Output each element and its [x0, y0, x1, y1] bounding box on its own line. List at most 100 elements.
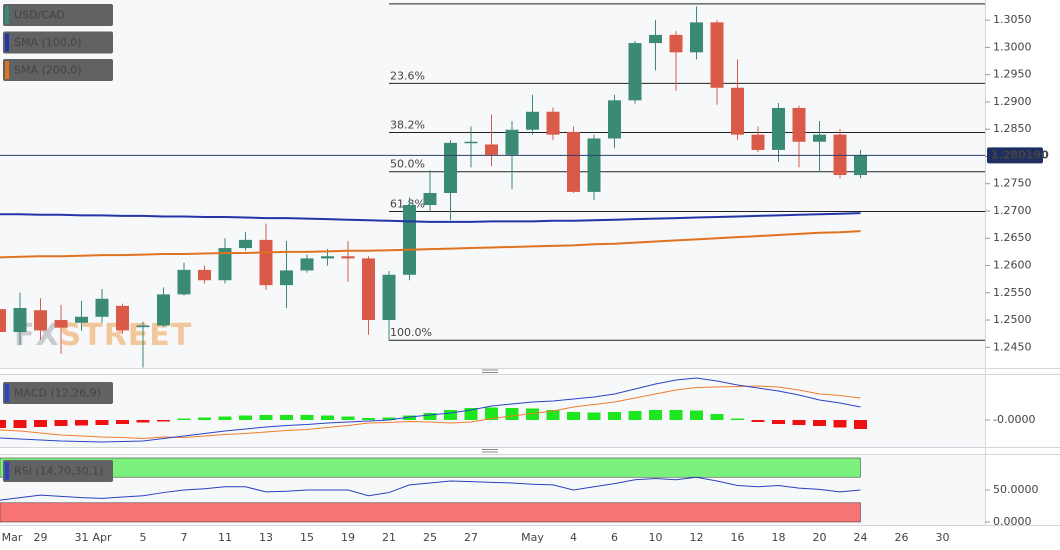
x-tick-label: 5: [140, 531, 147, 544]
candle-body: [34, 310, 47, 331]
candle-body: [300, 258, 314, 271]
macd-line: [0, 377, 861, 443]
x-tick-label: 11: [218, 531, 232, 544]
fib-label: 23.6%: [390, 69, 425, 82]
legend-swatch: [5, 61, 9, 79]
candle-body: [690, 22, 703, 53]
histogram-bar: [587, 412, 601, 420]
candle-body: [218, 248, 232, 281]
main-panel: [0, 0, 985, 368]
legend-label: SMA (100,0): [14, 36, 82, 49]
candle-body: [833, 134, 847, 176]
y-tick-label: 1.2650: [993, 231, 1032, 244]
x-tick-label: 31: [75, 531, 89, 544]
y-tick-label: 1.2500: [993, 313, 1032, 326]
histogram-bar: [444, 410, 457, 420]
histogram-bar: [300, 415, 314, 420]
legend-label: MACD (12,26,9): [14, 387, 101, 400]
candle-body: [157, 294, 170, 326]
x-tick-label: 18: [772, 531, 786, 544]
candle-body: [259, 239, 273, 286]
histogram-bar: [280, 415, 293, 420]
candle-body: [362, 258, 375, 321]
legend-swatch: [5, 384, 9, 402]
histogram-bar: [218, 416, 232, 420]
histogram-bar: [54, 420, 68, 426]
histogram-bar: [177, 418, 191, 420]
rsi-plot: [0, 457, 861, 523]
candle-body: [177, 269, 191, 295]
resize-grip[interactable]: [482, 369, 498, 373]
histogram-bar: [813, 420, 826, 426]
histogram-bar: [136, 420, 150, 423]
candle-body: [772, 107, 785, 150]
candle-body: [423, 192, 437, 205]
histogram-bar: [731, 418, 744, 420]
y-tick-label: 1.2600: [993, 259, 1032, 272]
histogram-bar: [710, 414, 724, 420]
histogram-bar: [321, 415, 334, 420]
candle-body: [628, 43, 642, 101]
x-tick-label: 4: [570, 531, 577, 544]
macd-plot: [0, 377, 867, 443]
candle-body: [854, 155, 867, 176]
candle-body: [485, 144, 498, 155]
y-tick-label: 1.3050: [993, 13, 1032, 26]
candle-body: [13, 308, 27, 333]
legend: USD/CAD SMA (100,0) SMA (200,0) MACD (12,26…: [3, 4, 113, 482]
y-tick-label: 0.0000: [993, 515, 1032, 528]
resize-grip[interactable]: [482, 449, 498, 453]
x-tick-label: 6: [611, 531, 618, 544]
y-tick-label: 1.2450: [993, 340, 1032, 353]
legend-box: [3, 4, 113, 26]
legend-label: RSI (14,70,30,1): [14, 465, 103, 478]
x-tick-label: 15: [300, 531, 314, 544]
last-price-label: 1.280190: [991, 148, 1049, 161]
candle-body: [608, 100, 621, 139]
histogram-bar: [239, 415, 252, 420]
histogram-bar: [854, 420, 867, 429]
rsi-band: [0, 502, 861, 523]
legend-swatch: [5, 33, 9, 52]
y-tick-label: 1.2550: [993, 286, 1032, 299]
fib-label: 0.0%: [390, 0, 418, 3]
candle-body: [526, 111, 539, 130]
histogram-bar: [669, 410, 683, 420]
candle-body: [649, 34, 662, 44]
candle-body: [464, 141, 478, 144]
fib-label: 100.0%: [390, 326, 432, 339]
x-tick-label: 19: [341, 531, 355, 544]
histogram-bar: [13, 420, 27, 428]
candle-body: [0, 309, 6, 333]
candle-body: [75, 316, 88, 323]
histogram-bar: [0, 420, 6, 428]
candle-body: [198, 269, 211, 281]
candle-body: [792, 107, 806, 142]
y-tick-label: 50.0000: [993, 483, 1039, 496]
histogram-bar: [649, 410, 662, 420]
candle-body: [116, 305, 129, 331]
histogram-bar: [95, 420, 109, 425]
candle-body: [669, 34, 683, 53]
candle-body: [321, 256, 334, 259]
y-tick-label: 1.3000: [993, 40, 1032, 53]
candle-body: [239, 239, 252, 249]
x-tick-label: 7: [181, 531, 188, 544]
x-tick-label: Apr: [92, 531, 112, 544]
histogram-bar: [198, 417, 211, 420]
sma-line: [0, 212, 861, 223]
x-tick-label: 29: [34, 531, 48, 544]
candle-body: [341, 256, 355, 259]
last-price-badge: [987, 147, 1043, 164]
x-tick-label: 30: [936, 531, 950, 544]
x-tick-label: 20: [813, 531, 827, 544]
histogram-bar: [464, 408, 478, 420]
histogram-bar: [567, 412, 580, 420]
fib-label: 38.2%: [390, 118, 425, 131]
legend-box: [3, 460, 113, 482]
main-plot: 0.0% 23.6% 38.2% 50.0% 61.8% 100.0%: [0, 0, 985, 368]
y-tick-label: 1.2950: [993, 68, 1032, 81]
legend-box: [3, 59, 113, 81]
candle-body: [280, 270, 293, 286]
histogram-bar: [362, 418, 375, 420]
